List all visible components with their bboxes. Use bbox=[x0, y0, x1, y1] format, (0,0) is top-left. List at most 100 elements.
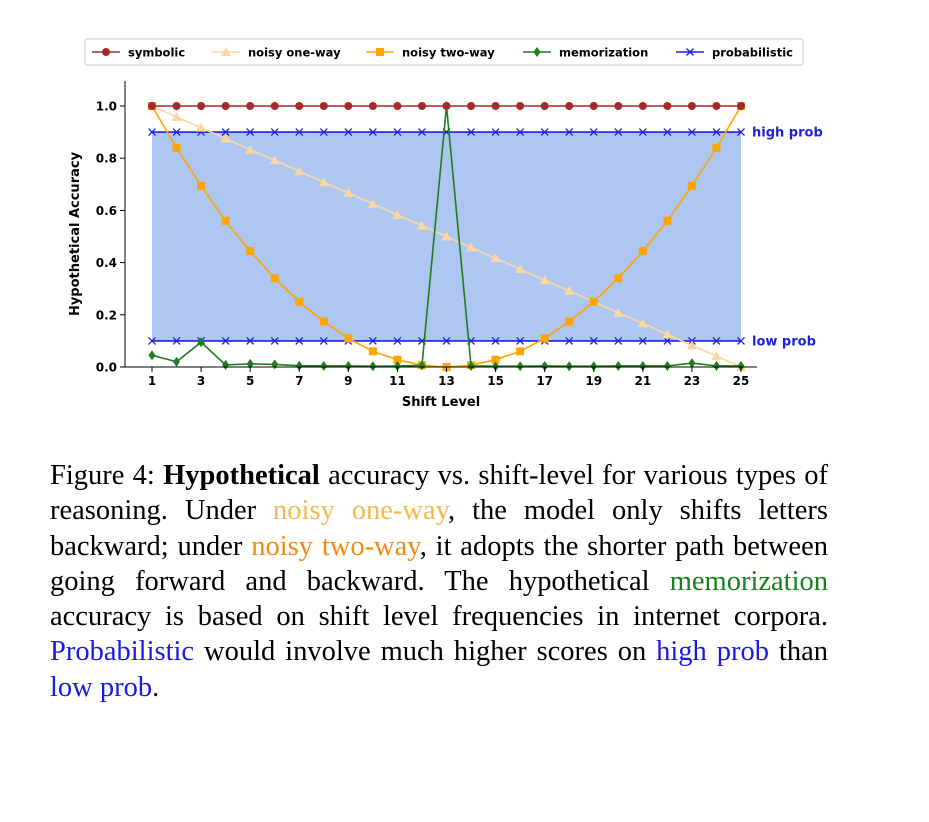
point-memorization bbox=[369, 361, 377, 372]
point-symbolic bbox=[589, 102, 598, 110]
point-high-prob bbox=[295, 128, 304, 137]
point-symbolic bbox=[442, 102, 451, 110]
caption-text: , it adopts the shorter path between goi… bbox=[50, 530, 828, 597]
point-noisy-one-way bbox=[220, 133, 231, 143]
y-axis-label: Hypothetical Accuracy bbox=[68, 151, 83, 316]
point-noisy-one-way bbox=[490, 253, 501, 263]
point-noisy-two-way bbox=[614, 274, 623, 283]
point-symbolic bbox=[393, 102, 402, 110]
point-noisy-two-way bbox=[246, 247, 255, 256]
point-high-prob bbox=[638, 128, 647, 137]
x-tick-label: 9 bbox=[344, 374, 352, 388]
point-low-prob bbox=[368, 336, 377, 345]
point-high-prob bbox=[148, 128, 156, 137]
legend-swatch-marker bbox=[376, 48, 384, 56]
point-memorization bbox=[688, 358, 696, 369]
point-high-prob bbox=[737, 128, 745, 137]
point-high-prob bbox=[246, 128, 255, 137]
point-low-prob bbox=[737, 336, 745, 345]
point-symbolic bbox=[491, 102, 500, 110]
point-memorization bbox=[737, 360, 745, 371]
point-noisy-one-way bbox=[196, 122, 207, 132]
point-memorization bbox=[541, 360, 549, 371]
point-high-prob bbox=[417, 128, 426, 137]
point-high-prob bbox=[565, 128, 574, 137]
point-noisy-two-way bbox=[540, 334, 549, 343]
point-high-prob bbox=[589, 128, 598, 137]
point-noisy-one-way bbox=[613, 307, 624, 317]
point-symbolic bbox=[148, 102, 156, 110]
point-symbolic bbox=[295, 102, 304, 110]
legend-label: noisy two-way bbox=[402, 46, 495, 60]
point-symbolic bbox=[712, 102, 721, 110]
point-symbolic bbox=[614, 102, 623, 110]
y-tick-label: 0.2 bbox=[96, 308, 117, 322]
series-symbolic bbox=[148, 102, 745, 110]
point-low-prob bbox=[295, 336, 304, 345]
point-noisy-one-way bbox=[392, 209, 403, 219]
point-symbolic bbox=[246, 102, 255, 110]
point-high-prob bbox=[687, 128, 696, 137]
caption-text: would involve much higher scores on bbox=[194, 636, 657, 668]
caption-noisy-one-way: noisy one-way bbox=[273, 495, 449, 527]
caption-text: , the model only shifts letters backward… bbox=[50, 495, 828, 562]
point-symbolic bbox=[368, 102, 377, 110]
caption-probabilistic: Probabilistic bbox=[50, 636, 195, 668]
point-noisy-one-way bbox=[294, 166, 305, 176]
point-memorization bbox=[344, 360, 352, 371]
point-high-prob bbox=[393, 128, 402, 137]
x-tick-label: 7 bbox=[295, 374, 303, 388]
point-low-prob bbox=[221, 336, 230, 345]
point-noisy-one-way bbox=[686, 340, 697, 350]
point-symbolic bbox=[565, 102, 574, 110]
point-memorization bbox=[614, 360, 622, 371]
point-low-prob bbox=[638, 336, 647, 345]
point-noisy-one-way bbox=[269, 155, 280, 165]
x-tick-label: 25 bbox=[733, 374, 750, 388]
point-noisy-two-way bbox=[663, 216, 672, 225]
point-high-prob bbox=[368, 128, 377, 137]
legend-box bbox=[84, 38, 804, 66]
point-noisy-one-way bbox=[564, 285, 575, 295]
point-memorization bbox=[639, 360, 647, 371]
point-symbolic bbox=[467, 102, 476, 110]
figure-label: Figure 4: bbox=[50, 460, 164, 491]
legend-item-symbolic: symbolic bbox=[92, 46, 185, 60]
legend-swatch-marker bbox=[221, 47, 231, 56]
point-memorization bbox=[590, 361, 598, 372]
point-memorization bbox=[295, 360, 303, 371]
point-low-prob bbox=[614, 336, 623, 345]
hypothetical-accuracy-chart: symbolic noisy one-way noisy two-way memori… bbox=[68, 38, 823, 410]
caption-high-prob: high prob bbox=[656, 636, 769, 668]
y-tick-label: 0.0 bbox=[96, 361, 117, 375]
point-memorization bbox=[663, 360, 671, 371]
x-tick-label: 13 bbox=[438, 374, 455, 388]
point-noisy-one-way bbox=[318, 177, 329, 187]
point-high-prob bbox=[712, 128, 721, 137]
point-memorization bbox=[516, 361, 524, 372]
point-symbolic bbox=[172, 102, 181, 110]
x-tick-label: 3 bbox=[197, 374, 205, 388]
axes: 1 3 5 7 9 11 13 15 17 19 21 23 250.00.20.40.60.81.0 bbox=[96, 81, 757, 388]
legend-item-noisy-one-way: noisy one-way bbox=[212, 46, 341, 60]
point-noisy-one-way bbox=[637, 318, 648, 328]
x-tick-label: 21 bbox=[634, 374, 651, 388]
point-noisy-one-way bbox=[343, 187, 354, 197]
point-noisy-two-way bbox=[319, 317, 328, 326]
point-noisy-one-way bbox=[466, 242, 477, 252]
point-symbolic bbox=[687, 102, 696, 110]
point-noisy-two-way bbox=[638, 247, 647, 256]
point-memorization bbox=[492, 361, 500, 372]
point-symbolic bbox=[319, 102, 328, 110]
point-high-prob bbox=[319, 128, 328, 137]
point-symbolic bbox=[197, 102, 206, 110]
point-high-prob bbox=[491, 128, 500, 137]
point-symbolic bbox=[540, 102, 549, 110]
point-noisy-two-way bbox=[270, 274, 279, 283]
point-noisy-one-way bbox=[245, 144, 256, 154]
point-memorization bbox=[418, 360, 426, 371]
point-memorization bbox=[393, 360, 401, 371]
x-tick-label: 1 bbox=[148, 374, 156, 388]
point-high-prob bbox=[221, 128, 230, 137]
y-tick-label: 0.8 bbox=[96, 152, 117, 166]
